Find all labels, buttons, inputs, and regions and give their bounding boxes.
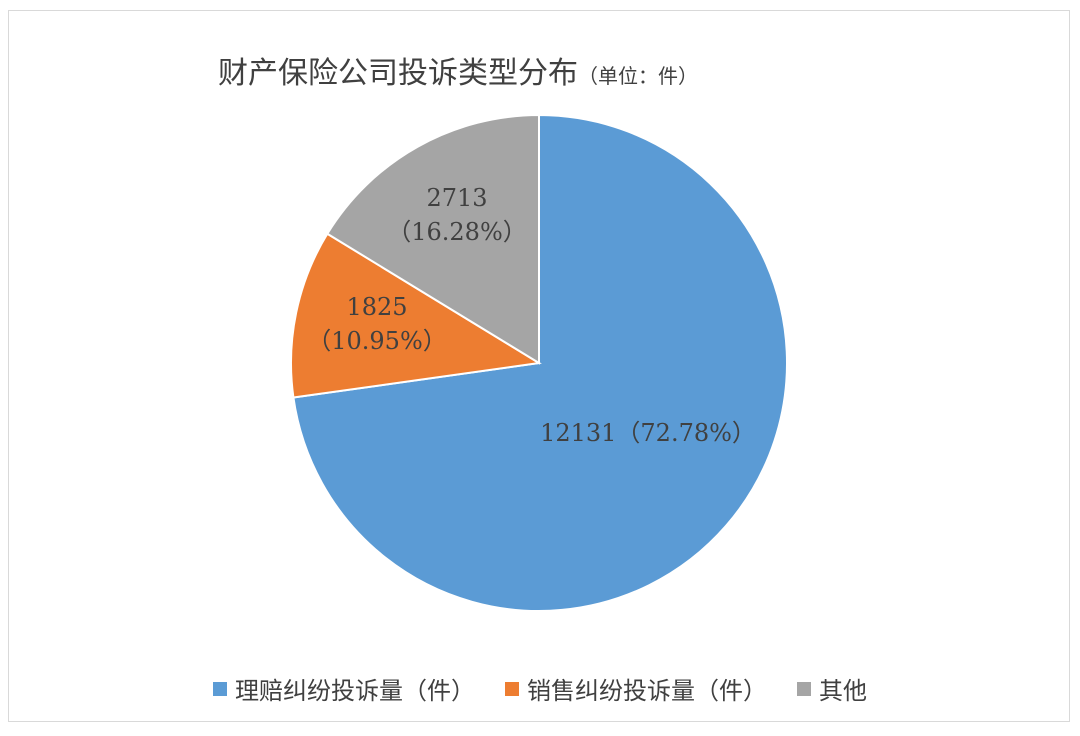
chart-legend: 理赔纠纷投诉量（件） 销售纠纷投诉量（件） 其他 <box>0 671 1080 706</box>
chart-title: 财产保险公司投诉类型分布（单位：件） <box>218 48 698 92</box>
chart-title-unit: （单位：件） <box>578 64 698 88</box>
slice-label-other-value: 2713 <box>426 184 487 212</box>
legend-label-sales: 销售纠纷投诉量（件） <box>527 677 767 705</box>
legend-swatch-sales <box>505 681 519 696</box>
legend-item-claims: 理赔纠纷投诉量（件） <box>213 671 475 706</box>
chart-title-main: 财产保险公司投诉类型分布 <box>218 56 578 91</box>
legend-swatch-claims <box>213 681 227 696</box>
legend-label-other: 其他 <box>819 677 867 705</box>
legend-swatch-other <box>797 681 811 696</box>
pie-slice-sales <box>290 232 542 399</box>
slice-label-other-percent: （16.28%） <box>387 218 527 246</box>
legend-item-other: 其他 <box>797 671 867 706</box>
legend-label-claims: 理赔纠纷投诉量（件） <box>235 677 475 705</box>
slice-label-sales-value: 1825 <box>346 293 407 321</box>
pie-slice-other <box>325 113 540 365</box>
legend-item-sales: 销售纠纷投诉量（件） <box>505 671 767 706</box>
slice-label-claims: 12131（72.78%） <box>540 419 756 447</box>
pie-slices <box>290 113 788 612</box>
slice-label-sales-percent: （10.95%） <box>307 327 447 355</box>
